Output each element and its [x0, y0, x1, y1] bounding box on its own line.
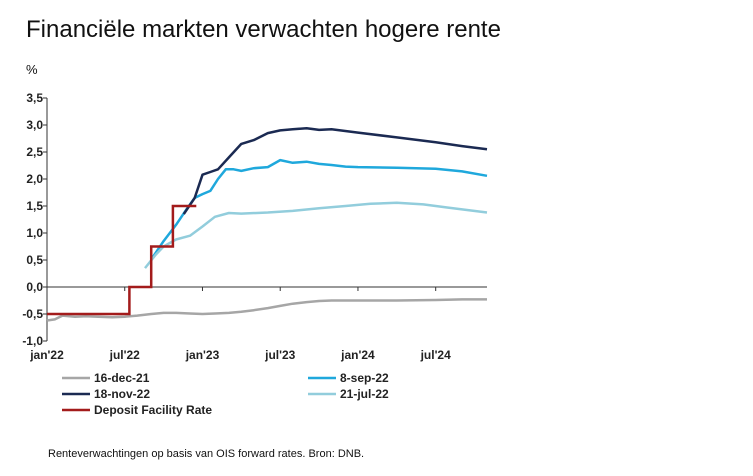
series-line-16-dec-21: [46, 298, 487, 322]
y-tick-label: 3,0: [26, 118, 43, 132]
y-tick-label: 1,5: [26, 199, 43, 213]
series-line-21-jul-22: [144, 201, 488, 269]
x-tick-label: jul'22: [109, 348, 141, 362]
x-tick-labels: jan'22 jul'22 jan'23 jul'23 jan'24 jul'24: [29, 348, 451, 362]
legend-label: 8-sep-22: [340, 371, 389, 385]
y-tick-label: -0,5: [22, 307, 43, 321]
series-lines: [46, 126, 488, 322]
y-tick-label: 3,5: [26, 91, 43, 105]
legend-label: 18-nov-22: [94, 387, 150, 401]
y-tick-label: 2,5: [26, 145, 43, 159]
legend-label: 16-dec-21: [94, 371, 150, 385]
legend-label: Deposit Facility Rate: [94, 403, 212, 417]
y-tick-label: 0,0: [26, 280, 43, 294]
chart-axes: [43, 97, 487, 342]
y-tick-label: 0,5: [26, 253, 43, 267]
source-footnote: Renteverwachtingen op basis van OIS forw…: [48, 448, 365, 460]
x-tick-label: jul'24: [420, 348, 452, 362]
chart-title: Financiële markten verwachten hogere ren…: [26, 16, 501, 43]
y-tick-label: 1,0: [26, 226, 43, 240]
x-tick-label: jul'23: [264, 348, 296, 362]
chart-legend: 16-dec-21 8-sep-22 18-nov-22 21-jul-22 Depos…: [62, 371, 389, 417]
x-tick-label: jan'24: [340, 348, 375, 362]
y-axis-unit: %: [26, 62, 38, 77]
y-tick-label: -1,0: [22, 334, 43, 348]
x-tick-label: jan'23: [185, 348, 220, 362]
legend-label: 21-jul-22: [340, 387, 389, 401]
series-line-18-nov-22: [182, 126, 488, 215]
x-tick-label: jan'22: [29, 348, 64, 362]
series-line-deposit-facility-rate: [47, 204, 197, 316]
y-tick-label: 2,0: [26, 172, 43, 186]
y-tick-labels: 3,5 3,0 2,5 2,0 1,5 1,0 0,5 0,0 -0,5 -1,0: [22, 91, 43, 348]
